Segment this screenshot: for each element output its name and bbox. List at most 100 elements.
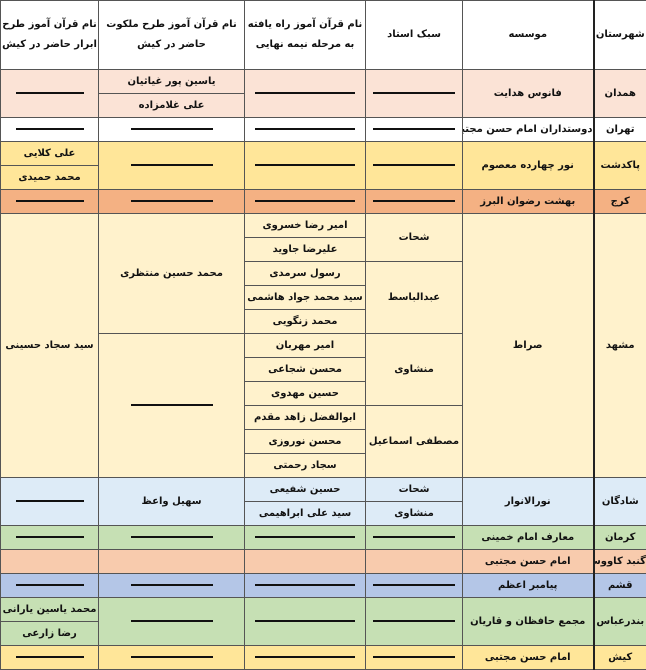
empty-dash: [16, 584, 84, 586]
table-row: تهران دوستداران امام حسن مجتبی: [1, 118, 646, 142]
institute-cell: نور چهارده معصوم: [463, 142, 594, 190]
semifinal-cell: [245, 190, 366, 214]
header-malakut: نام قرآن آموز طرح ملکوت حاضر در کیش: [99, 1, 245, 70]
abrar-cell: [1, 574, 99, 598]
abrar-cell: رضا زارعی: [1, 622, 99, 646]
empty-dash: [373, 164, 455, 166]
table-row: قشم پیامبر اعظم: [1, 574, 646, 598]
institute-cell: بهشت رضوان البرز: [463, 190, 594, 214]
style-cell: [366, 142, 463, 190]
institute-cell: فانوس هدایت: [463, 70, 594, 118]
institute-cell: معارف امام خمینی: [463, 526, 594, 550]
semifinal-cell: محسن نوروزی: [245, 430, 366, 454]
empty-dash: [255, 620, 355, 622]
city-cell: کرج: [594, 190, 646, 214]
semifinal-cell: امیر رضا خسروی: [245, 214, 366, 238]
empty-dash: [16, 536, 84, 538]
city-cell: گنبد کاووس: [594, 550, 646, 574]
malakut-cell: [99, 646, 245, 670]
institute-cell: نورالانوار: [463, 478, 594, 526]
malakut-cell: محمد حسین منتظری: [99, 214, 245, 334]
institute-cell: صراط: [463, 214, 594, 478]
style-cell: منشاوی: [366, 334, 463, 406]
malakut-cell: [99, 142, 245, 190]
malakut-cell: [99, 598, 245, 646]
semifinal-cell: [245, 550, 366, 574]
style-cell: شحات: [366, 478, 463, 502]
empty-dash: [255, 92, 355, 94]
empty-dash: [255, 200, 355, 202]
header-semifinal: نام قرآن آموز راه یافته به مرحله نیمه نه…: [245, 1, 366, 70]
semifinal-cell: سید علی ابراهیمی: [245, 502, 366, 526]
city-cell: پاکدشت: [594, 142, 646, 190]
header-city: شهرستان: [594, 1, 646, 70]
malakut-cell: [99, 334, 245, 478]
abrar-cell: [1, 526, 99, 550]
abrar-cell: علی کلایی: [1, 142, 99, 166]
institute-cell: مجمع حافظان و قاریان: [463, 598, 594, 646]
empty-dash: [131, 200, 213, 202]
empty-dash: [373, 128, 455, 130]
empty-dash: [16, 128, 84, 130]
city-cell: بندرعباس: [594, 598, 646, 646]
empty-dash: [131, 536, 213, 538]
city-cell: مشهد: [594, 214, 646, 478]
header-abrar: نام قرآن آموز طرح ابرار حاضر در کیش: [1, 1, 99, 70]
abrar-cell: [1, 70, 99, 118]
semifinal-cell: سید محمد جواد هاشمی: [245, 286, 366, 310]
institute-cell: دوستداران امام حسن مجتبی: [463, 118, 594, 142]
style-cell: [366, 526, 463, 550]
abrar-cell: [1, 646, 99, 670]
table-row: شادگان نورالانوار شحات حسین شفیعی سهیل و…: [1, 478, 646, 502]
style-cell: منشاوی: [366, 502, 463, 526]
malakut-cell: یاسین پور غیاثیان: [99, 70, 245, 94]
semifinal-cell: [245, 70, 366, 118]
style-cell: عبدالباسط: [366, 262, 463, 334]
table-row: کرج بهشت رضوان البرز: [1, 190, 646, 214]
style-cell: [366, 598, 463, 646]
malakut-cell: [99, 550, 245, 574]
table-row: کرمان معارف امام خمینی: [1, 526, 646, 550]
header-institute: موسسه: [463, 1, 594, 70]
header-row: شهرستان موسسه سبک استاد نام قرآن آموز را…: [1, 1, 646, 70]
empty-dash: [16, 92, 84, 94]
empty-dash: [16, 656, 84, 658]
empty-dash: [373, 620, 455, 622]
semifinal-cell: علیرضا جاوید: [245, 238, 366, 262]
malakut-cell: [99, 118, 245, 142]
malakut-cell: [99, 526, 245, 550]
semifinal-cell: ابوالفضل زاهد مقدم: [245, 406, 366, 430]
table-row: همدان فانوس هدایت یاسین پور غیاثیان: [1, 70, 646, 94]
empty-dash: [373, 656, 455, 658]
malakut-cell: علی غلامزاده: [99, 94, 245, 118]
semifinal-cell: [245, 118, 366, 142]
empty-dash: [16, 200, 84, 202]
institute-cell: امام حسن مجتبی: [463, 646, 594, 670]
style-cell: [366, 574, 463, 598]
institute-cell: پیامبر اعظم: [463, 574, 594, 598]
abrar-cell: [1, 118, 99, 142]
semifinal-cell: [245, 142, 366, 190]
city-cell: کرمان: [594, 526, 646, 550]
semifinal-cell: [245, 646, 366, 670]
abrar-cell: محمد یاسین یارانی: [1, 598, 99, 622]
city-cell: همدان: [594, 70, 646, 118]
empty-dash: [131, 620, 213, 622]
institute-cell: امام حسن مجتبی: [463, 550, 594, 574]
empty-dash: [255, 656, 355, 658]
semifinal-cell: امیر مهربان: [245, 334, 366, 358]
empty-dash: [131, 656, 213, 658]
city-cell: قشم: [594, 574, 646, 598]
style-cell: مصطفی اسماعیل: [366, 406, 463, 478]
abrar-cell: محمد حمیدی: [1, 166, 99, 190]
empty-dash: [255, 164, 355, 166]
empty-dash: [131, 584, 213, 586]
semifinal-cell: محمد زنگویی: [245, 310, 366, 334]
table-row: گنبد کاووس امام حسن مجتبی: [1, 550, 646, 574]
style-cell: شحات: [366, 214, 463, 262]
abrar-cell: [1, 478, 99, 526]
empty-dash: [373, 584, 455, 586]
empty-dash: [16, 500, 84, 502]
abrar-cell: [1, 550, 99, 574]
